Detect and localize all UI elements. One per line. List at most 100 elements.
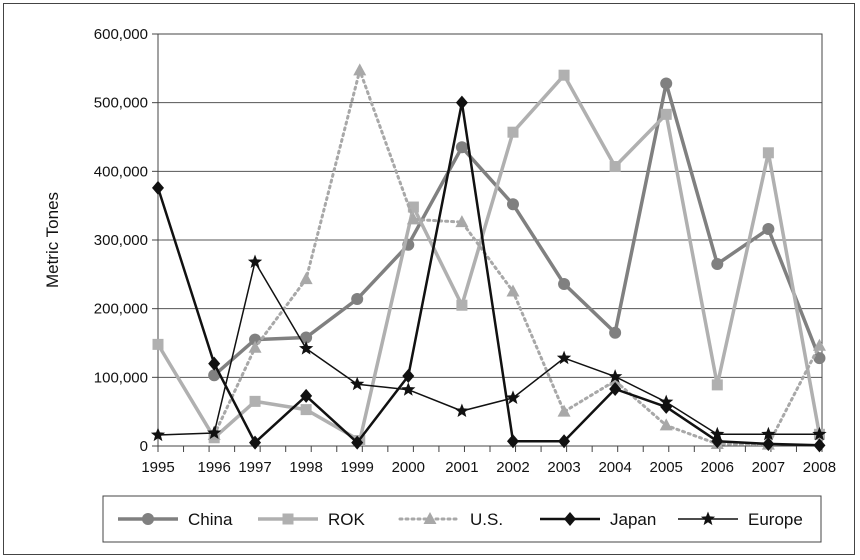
- legend-label-europe: Europe: [748, 510, 803, 529]
- y-axis-label: Metric Tones: [43, 192, 62, 288]
- y-axis-ticks: 0 100,000 200,000 300,000 400,000 500,000 600,…: [94, 26, 158, 455]
- data-point-china: [609, 326, 622, 339]
- data-point-europe: [247, 254, 263, 268]
- data-point-china: [506, 198, 519, 211]
- series-u-s: [207, 63, 826, 450]
- x-tick-label: 2000: [392, 459, 425, 476]
- x-tick-label: 2004: [598, 459, 631, 476]
- data-point-rok: [609, 161, 621, 173]
- x-tick-label: 2003: [547, 459, 580, 476]
- data-point-china: [351, 293, 364, 306]
- data-point-china: [455, 141, 468, 154]
- x-tick-label: 1995: [141, 459, 174, 476]
- y-tick-label: 500,000: [94, 95, 148, 112]
- data-point-japan: [506, 434, 519, 449]
- data-point-rok: [152, 338, 164, 350]
- data-point-europe: [454, 403, 469, 417]
- data-point-japan: [300, 388, 313, 403]
- legend-label-u-s: U.S.: [470, 510, 503, 529]
- legend: China ROK U.S. Japan Europe: [118, 510, 803, 529]
- data-point-rok: [456, 299, 468, 311]
- data-point-u-s: [812, 338, 826, 351]
- x-tick-label: 1999: [341, 459, 374, 476]
- legend-label-japan: Japan: [610, 510, 656, 529]
- y-tick-label: 200,000: [94, 301, 148, 318]
- data-point-japan: [152, 180, 164, 195]
- data-point-china: [300, 331, 313, 344]
- data-point-u-s: [455, 215, 469, 228]
- data-point-u-s: [299, 272, 313, 285]
- data-point-europe: [556, 350, 572, 365]
- data-point-china: [711, 258, 724, 271]
- data-point-europe: [710, 426, 725, 441]
- legend-item-japan: Japan: [540, 510, 656, 529]
- data-point-japan: [402, 368, 415, 383]
- legend-marker-japan: [564, 512, 576, 526]
- x-tick-label: 1996: [197, 459, 230, 476]
- legend-item-china: China: [118, 510, 233, 529]
- data-point-europe: [761, 426, 776, 441]
- data-point-rok: [249, 395, 261, 407]
- data-point-europe: [150, 427, 166, 442]
- series-china: [208, 77, 826, 382]
- data-point-europe: [505, 390, 521, 404]
- x-tick-label: 1997: [238, 459, 271, 476]
- y-tick-label: 400,000: [94, 163, 148, 180]
- data-point-europe: [659, 394, 674, 409]
- legend-marker-europe: [700, 511, 716, 526]
- data-point-u-s: [406, 212, 420, 225]
- y-tick-label: 100,000: [94, 369, 148, 386]
- data-point-rok: [711, 379, 723, 391]
- data-point-europe: [608, 369, 623, 383]
- data-point-rok: [300, 404, 312, 416]
- x-tick-label: 2007: [752, 459, 785, 476]
- y-tick-label: 300,000: [94, 232, 148, 249]
- x-tick-label: 2008: [803, 459, 836, 476]
- data-point-china: [762, 223, 775, 236]
- x-tick-label: 1998: [289, 459, 322, 476]
- y-tick-label: 0: [140, 438, 148, 455]
- legend-marker-china: [142, 513, 154, 525]
- data-point-u-s: [506, 284, 520, 297]
- data-point-u-s: [248, 340, 262, 353]
- data-point-japan: [249, 435, 262, 450]
- series-line-rok: [156, 73, 822, 443]
- data-point-rok: [660, 108, 672, 120]
- series-line-europe: [157, 261, 820, 436]
- data-point-japan: [558, 434, 571, 449]
- legend-label-china: China: [188, 510, 233, 529]
- data-point-europe: [350, 376, 365, 391]
- x-tick-label: 2005: [650, 459, 683, 476]
- data-point-rok: [558, 69, 570, 81]
- x-tick-label: 2002: [496, 459, 529, 476]
- series-europe: [150, 254, 827, 442]
- data-point-japan: [609, 382, 622, 397]
- x-tick-label: 2006: [701, 459, 734, 476]
- x-tick-label: 2001: [445, 459, 478, 476]
- chart-frame: [3, 3, 855, 555]
- series-line-japan: [156, 101, 820, 447]
- legend-label-rok: ROK: [328, 510, 366, 529]
- data-point-u-s: [659, 418, 673, 431]
- data-point-japan: [208, 356, 221, 371]
- legend-marker-rok: [282, 513, 294, 525]
- data-point-rok: [407, 201, 419, 213]
- y-tick-label: 600,000: [94, 26, 148, 43]
- data-point-china: [208, 369, 221, 382]
- data-point-u-s: [557, 404, 571, 417]
- data-point-china: [660, 77, 673, 90]
- data-point-u-s: [353, 63, 367, 76]
- legend-item-u-s: U.S.: [398, 510, 503, 529]
- data-point-rok: [507, 126, 519, 138]
- series-japan: [152, 95, 826, 453]
- data-point-europe: [401, 382, 416, 396]
- data-point-japan: [813, 438, 826, 453]
- data-point-china: [813, 352, 826, 365]
- series-layer: [150, 63, 827, 453]
- data-point-europe: [299, 341, 314, 355]
- legend-marker-u-s: [423, 512, 437, 524]
- data-point-china: [558, 277, 571, 290]
- data-point-europe: [812, 426, 827, 441]
- x-axis-ticks: 1995 1996 1997 1998 1999 2000 2001 2002 2003 2004…: [141, 446, 836, 476]
